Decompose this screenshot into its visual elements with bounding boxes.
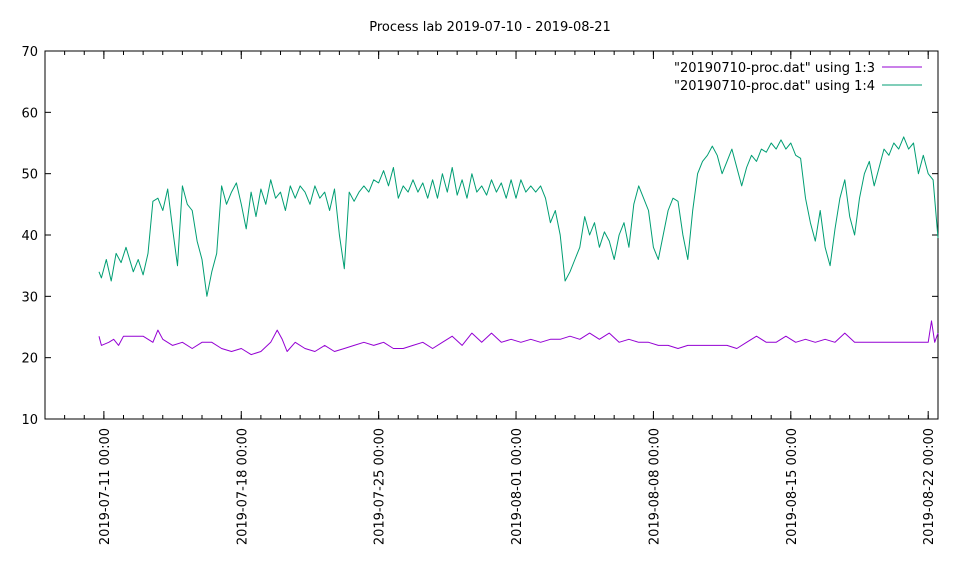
series-layer <box>98 136 939 356</box>
y-tick-label: 10 <box>21 413 38 428</box>
legend-label-series-2: "20190710-proc.dat" using 1:4 <box>674 79 875 94</box>
series-line-2 <box>98 136 939 297</box>
legend: "20190710-proc.dat" using 1:3 "20190710-… <box>674 61 922 94</box>
chart-title: Process lab 2019-07-10 - 2019-08-21 <box>369 20 610 35</box>
x-tick-label: 2019-08-15 00:00 <box>785 428 800 545</box>
y-tick-label: 40 <box>21 229 38 244</box>
y-tick-label: 70 <box>21 45 38 60</box>
y-tick-label: 60 <box>21 106 38 121</box>
x-tick-label: 2019-07-18 00:00 <box>235 428 250 545</box>
series-line-1 <box>98 320 939 356</box>
x-tick-label: 2019-08-01 00:00 <box>510 428 525 545</box>
x-tick-label: 2019-08-08 00:00 <box>647 428 662 545</box>
legend-label-series-1: "20190710-proc.dat" using 1:3 <box>674 61 875 76</box>
x-axis: 2019-07-11 00:00 2019-07-18 00:00 2019-07-… <box>44 51 937 545</box>
y-axis: 10 20 30 40 50 60 70 <box>21 45 938 428</box>
y-tick-label: 30 <box>21 290 38 305</box>
x-tick-label: 2019-08-22 00:00 <box>922 428 937 545</box>
x-tick-label: 2019-07-11 00:00 <box>98 428 113 545</box>
y-tick-label: 20 <box>21 352 38 367</box>
x-tick-label: 2019-07-25 00:00 <box>373 428 388 545</box>
y-tick-label: 50 <box>21 168 38 183</box>
